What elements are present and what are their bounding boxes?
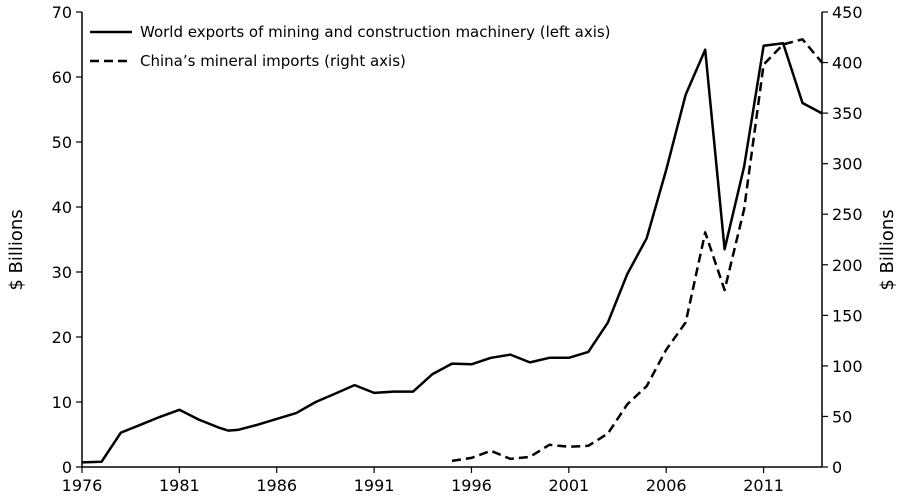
right-y-tick-label: 150 (832, 306, 863, 325)
left-y-tick-label: 20 (52, 328, 72, 347)
series-line-machinery-exports (81, 41, 823, 464)
right-y-tick-label: 300 (832, 155, 863, 174)
right-y-tick-label: 350 (832, 104, 863, 123)
legend-label-machinery: World exports of mining and construction… (140, 23, 611, 41)
axes (81, 12, 823, 468)
x-tick-label: 1976 (62, 476, 103, 495)
right-y-tick-label: 50 (832, 407, 852, 426)
right-y-tick-label: 400 (832, 54, 863, 73)
right-y-axis-ticks: 0 50 100 150 200 250 300 350 400 450 (822, 3, 863, 477)
x-tick-label: 1996 (451, 476, 492, 495)
left-y-tick-label: 70 (52, 3, 72, 22)
x-tick-label: 1981 (159, 476, 200, 495)
left-y-tick-label: 40 (52, 198, 72, 217)
right-y-tick-label: 200 (832, 256, 863, 275)
left-y-tick-label: 10 (52, 393, 72, 412)
left-y-tick-label: 0 (62, 458, 72, 477)
right-y-tick-label: 100 (832, 357, 863, 376)
left-y-axis-title: $ Billions (6, 209, 27, 290)
left-y-axis-ticks: 0 10 20 30 40 50 60 70 (52, 3, 82, 477)
right-y-tick-label: 450 (832, 3, 863, 22)
right-y-axis-title: $ Billions (877, 209, 898, 290)
x-tick-label: 2001 (548, 476, 589, 495)
left-y-tick-label: 50 (52, 133, 72, 152)
left-y-tick-label: 60 (52, 68, 72, 87)
legend-label-china-imports: China’s mineral imports (right axis) (140, 52, 406, 70)
series-line-china-imports (451, 38, 823, 463)
left-y-tick-label: 30 (52, 263, 72, 282)
right-y-tick-label: 0 (832, 458, 842, 477)
x-tick-label: 1986 (256, 476, 297, 495)
legend: World exports of mining and construction… (90, 23, 611, 70)
x-tick-label: 1991 (354, 476, 395, 495)
x-axis-ticks: 1976 1981 1986 1991 1996 2001 2006 2011 (62, 467, 784, 495)
x-tick-label: 2011 (743, 476, 784, 495)
x-tick-label: 2006 (646, 476, 687, 495)
series-layer (81, 38, 823, 464)
right-y-tick-label: 250 (832, 205, 863, 224)
